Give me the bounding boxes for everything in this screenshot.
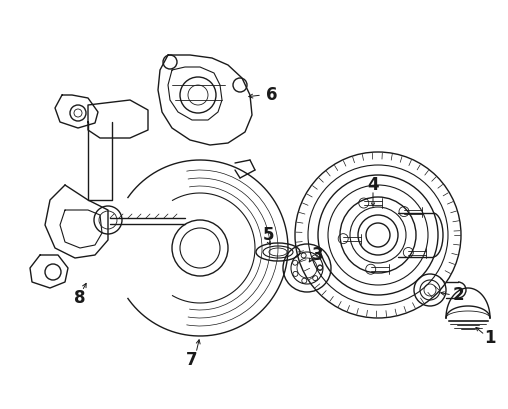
- Text: 1: 1: [484, 329, 496, 347]
- Text: 4: 4: [367, 176, 379, 194]
- Text: 7: 7: [186, 351, 198, 369]
- Text: 2: 2: [452, 286, 464, 304]
- Text: 8: 8: [74, 289, 86, 307]
- Text: 6: 6: [266, 86, 278, 104]
- Text: 5: 5: [262, 226, 274, 244]
- Text: 3: 3: [312, 246, 324, 264]
